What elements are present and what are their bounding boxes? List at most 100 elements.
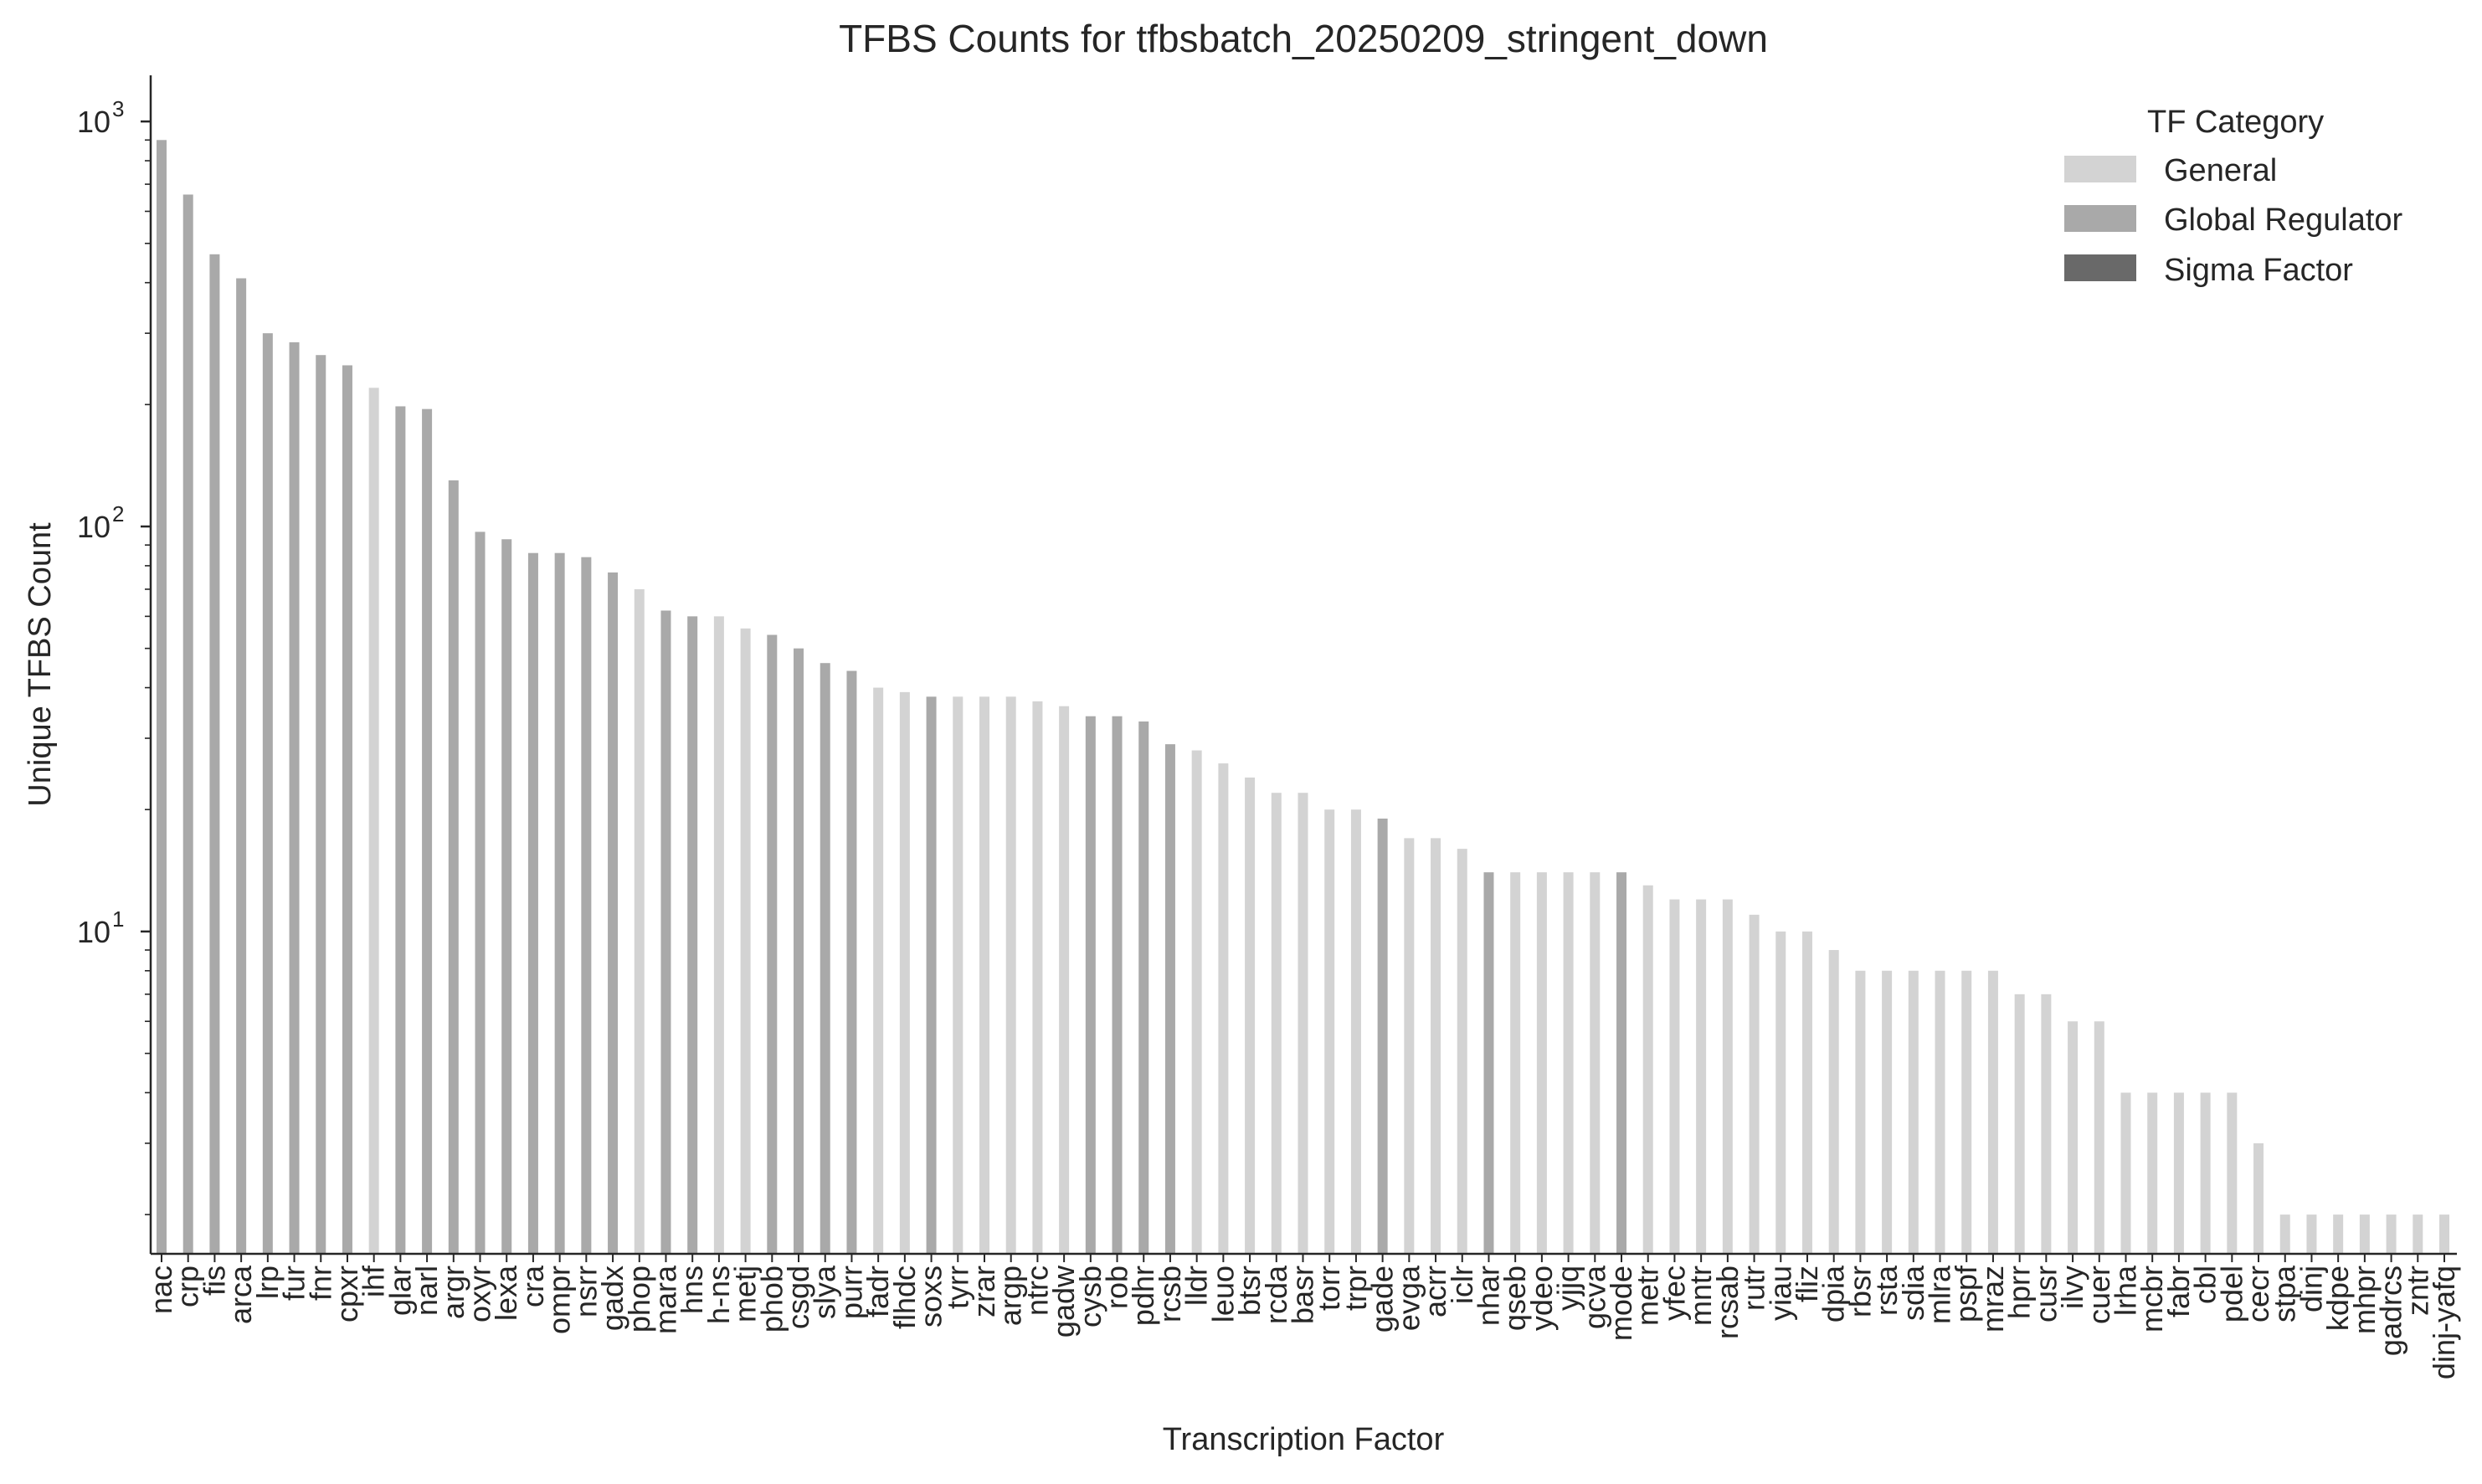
x-tick-label-rsta: rsta — [1869, 1265, 1904, 1316]
bar-cuer — [2094, 1021, 2104, 1254]
x-tick-label-tyrr: tyrr — [940, 1266, 974, 1309]
x-tick-label-fur: fur — [277, 1266, 311, 1301]
x-tick-label-phob: phob — [754, 1266, 789, 1333]
bar-purr — [846, 670, 857, 1254]
bar-rcda — [1271, 793, 1282, 1254]
legend-swatch-general — [2064, 156, 2136, 182]
bar-cecr — [2253, 1143, 2264, 1254]
x-tick-label-mode: mode — [1604, 1266, 1638, 1341]
bar-kdpe — [2333, 1214, 2344, 1254]
bar-fliz — [1801, 931, 1812, 1254]
x-tick-label-fliz: fliz — [1790, 1266, 1824, 1302]
x-tick-label-rutr: rutr — [1737, 1266, 1771, 1311]
bar-acrr — [1431, 838, 1441, 1254]
x-tick-label-argr: argr — [436, 1266, 470, 1319]
x-tick-label-iclr: iclr — [1445, 1266, 1479, 1304]
x-tick-label-lexa: lexa — [489, 1265, 523, 1321]
bar-oxyr — [475, 531, 486, 1254]
bar-nhar — [1483, 872, 1494, 1254]
x-tick-label-metr: metr — [1631, 1266, 1665, 1326]
legend-label-global-regulator: Global Regulator — [2164, 203, 2403, 238]
x-tick-label-ompr: ompr — [542, 1266, 577, 1334]
x-tick-label-cpxr: cpxr — [330, 1266, 364, 1322]
x-tick-label-trpr: trpr — [1339, 1266, 1373, 1311]
x-tick-label-glar: glar — [383, 1266, 417, 1316]
x-tick-label-zntr: zntr — [2400, 1266, 2434, 1316]
bar-crp — [182, 194, 193, 1255]
bar-stpa — [2279, 1214, 2290, 1254]
x-tick-label-sdia: sdia — [1896, 1265, 1930, 1321]
bars-layer — [157, 140, 2449, 1255]
bar-btsr — [1245, 777, 1256, 1254]
x-tick-label-fadr: fadr — [861, 1266, 895, 1317]
x-tick-label-evga: evga — [1391, 1265, 1426, 1331]
x-tick-label-gade: gade — [1365, 1266, 1400, 1333]
x-tick-label-gadx: gadx — [595, 1266, 629, 1331]
bar-sdia — [1908, 970, 1919, 1254]
bar-rsta — [1882, 970, 1893, 1254]
x-tick-label-dinj: dinj — [2294, 1266, 2328, 1312]
bar-mlra — [1935, 970, 1945, 1254]
x-tick-label-nac: nac — [144, 1266, 178, 1314]
bar-rob — [1112, 716, 1123, 1254]
x-tick-label-basr: basr — [1286, 1266, 1320, 1324]
x-tick-label-lrha: lrha — [2108, 1265, 2142, 1316]
x-tick-label-cusr: cusr — [2028, 1266, 2063, 1322]
bar-mara — [660, 610, 671, 1254]
bar-gadrcs — [2386, 1214, 2397, 1254]
bar-rcsb — [1164, 744, 1175, 1254]
bar-lexa — [501, 539, 512, 1254]
x-tick-label-dpia: dpia — [1817, 1265, 1851, 1322]
bar-fadr — [873, 687, 884, 1254]
bar-cysb — [1085, 716, 1096, 1254]
x-tick-label-ntrc: ntrc — [1020, 1266, 1054, 1316]
bar-mcbr — [2147, 1092, 2158, 1254]
x-tick-label-fnr: fnr — [303, 1266, 337, 1301]
legend-label-general: General — [2164, 153, 2277, 188]
bar-hprr — [2014, 994, 2025, 1254]
x-tick-label-mntr: mntr — [1683, 1266, 1718, 1326]
x-tick-label-hns: hns — [675, 1266, 709, 1314]
bar-gcva — [1590, 872, 1601, 1254]
bar-ilvy — [2068, 1021, 2079, 1254]
bar-lldr — [1191, 750, 1202, 1254]
x-tick-label-rcda: rcda — [1259, 1265, 1293, 1324]
bar-arca — [236, 278, 247, 1254]
x-tick-label-metj: metj — [728, 1266, 763, 1322]
bar-dinj — [2306, 1214, 2317, 1254]
y-tick-exponent-1000: 3 — [112, 96, 124, 121]
x-tick-label-pdel: pdel — [2214, 1266, 2248, 1322]
chart-title: TFBS Counts for tfbsbatch_20250209_strin… — [839, 17, 1768, 60]
x-tick-label-gcva: gcva — [1577, 1265, 1611, 1329]
bar-leuo — [1218, 763, 1229, 1254]
x-tick-label-leuo: leuo — [1205, 1266, 1240, 1322]
x-tick-label-nhar: nhar — [1471, 1266, 1505, 1326]
x-tick-label-pdhr: pdhr — [1126, 1266, 1160, 1326]
bar-hns — [687, 616, 698, 1254]
bar-csgd — [794, 648, 804, 1254]
bar-fabr — [2173, 1092, 2184, 1254]
bar-ompr — [554, 552, 565, 1254]
x-tick-label-cecr: cecr — [2241, 1266, 2275, 1322]
x-tick-label-pspf: pspf — [1949, 1265, 1983, 1322]
y-axis-label: Unique TFBS Count — [23, 522, 58, 807]
bar-mraz — [1987, 970, 1998, 1254]
bar-flhdc — [899, 691, 910, 1254]
x-tick-label-yiau: yiau — [1763, 1266, 1797, 1321]
bar-phop — [634, 588, 645, 1254]
bar-ydeo — [1536, 872, 1547, 1254]
x-axis-label: Transcription Factor — [1163, 1422, 1445, 1457]
bar-rcsab — [1722, 899, 1733, 1254]
x-tick-label-flhdc: flhdc — [887, 1266, 922, 1329]
x-tick-label-rob: rob — [1100, 1266, 1134, 1309]
bar-tyrr — [953, 696, 964, 1254]
bar-fur — [289, 341, 300, 1254]
bar-mhpr — [2359, 1214, 2370, 1254]
bar-pdel — [2227, 1092, 2238, 1254]
x-tick-label-gadw: gadw — [1046, 1265, 1081, 1338]
bar-gade — [1377, 819, 1388, 1254]
x-tick-label-cra: cra — [516, 1265, 550, 1307]
bar-cpxr — [342, 365, 352, 1255]
